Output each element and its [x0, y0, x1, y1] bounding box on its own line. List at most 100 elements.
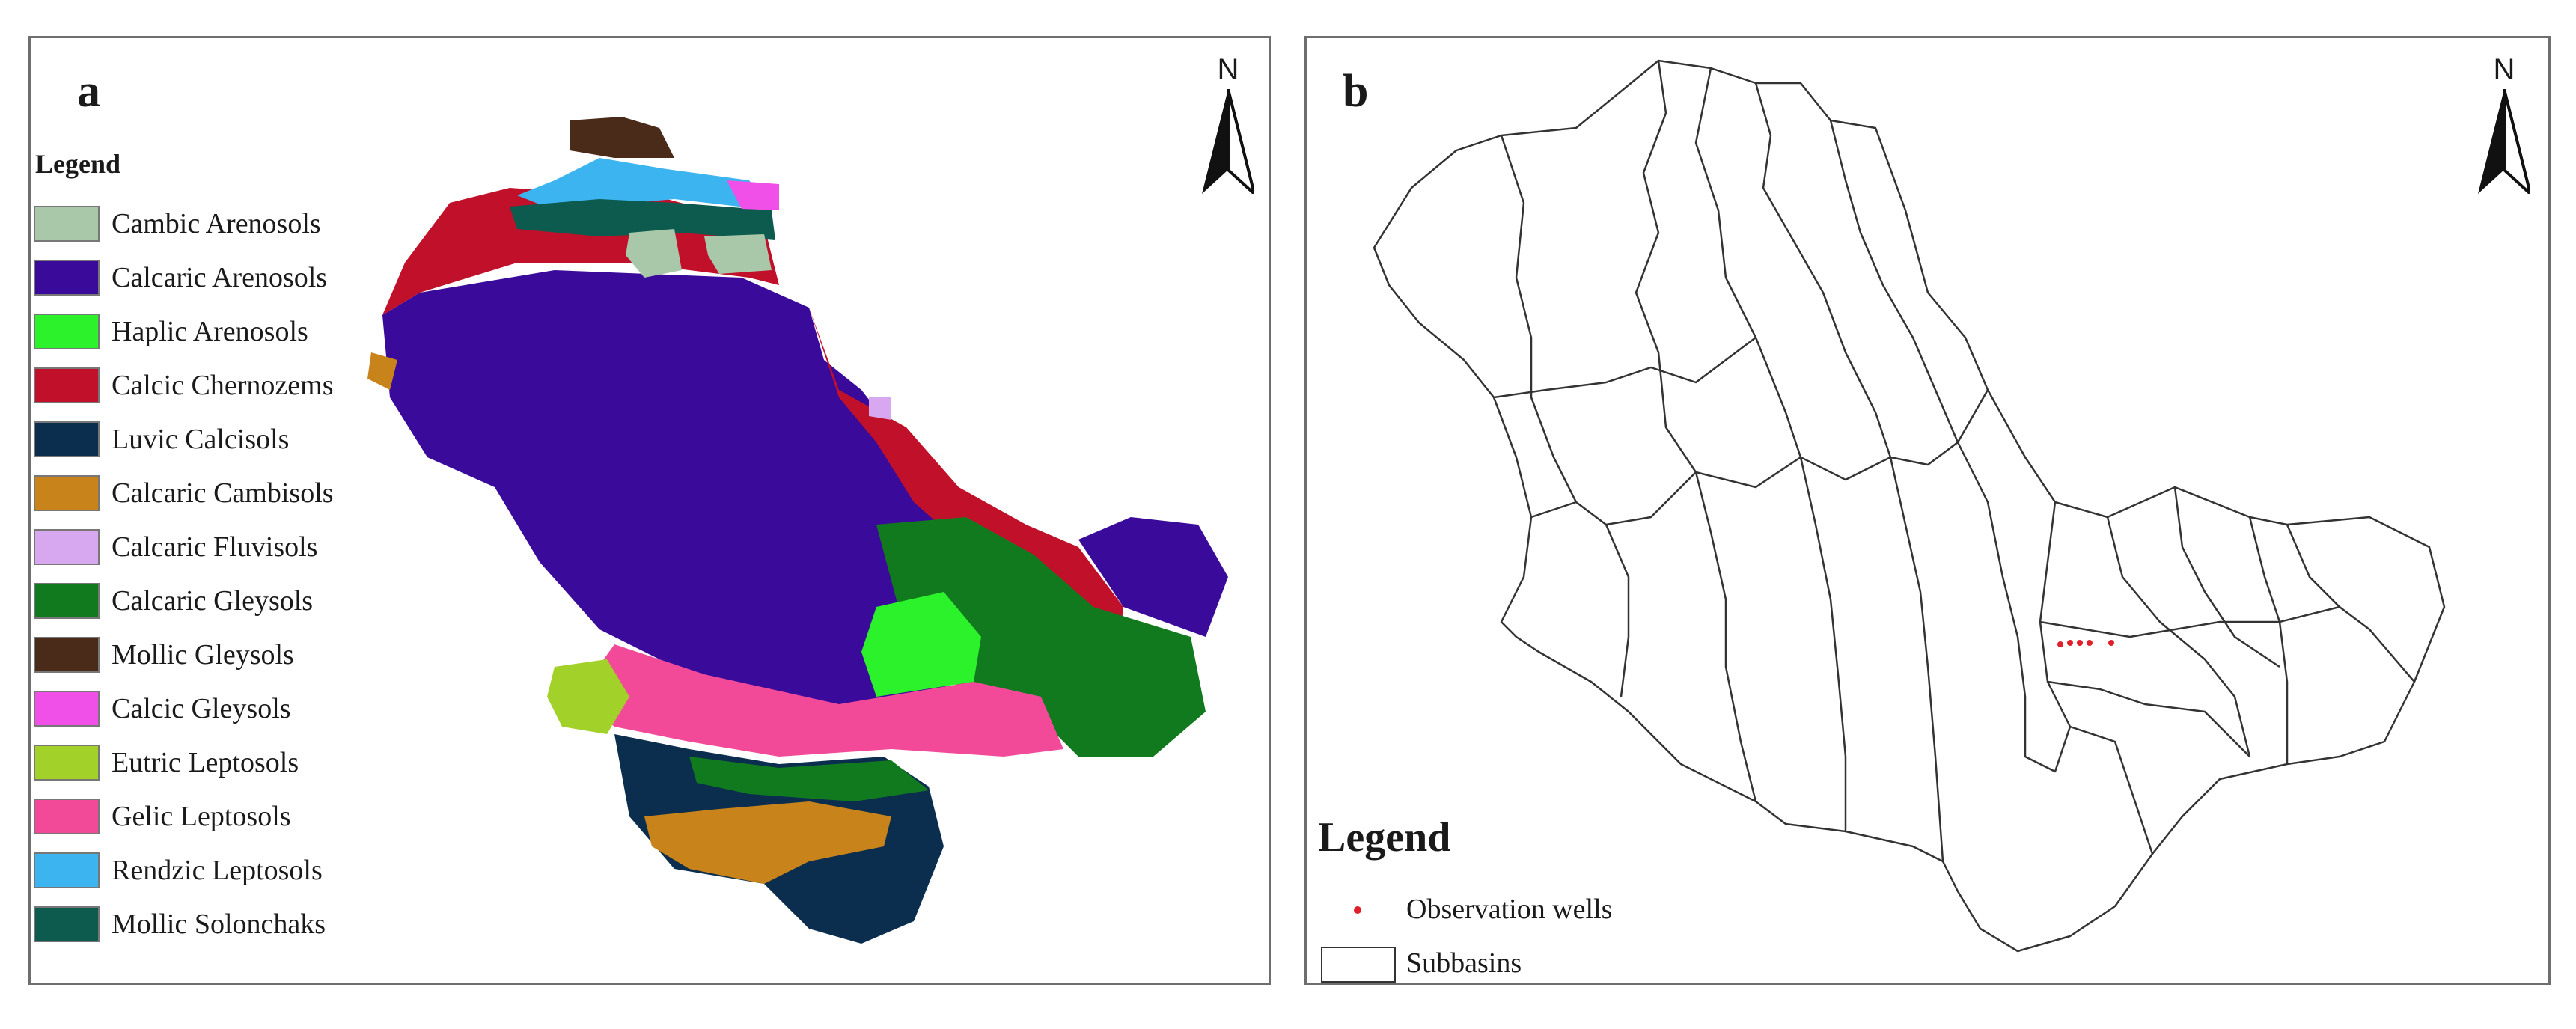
north-arrow: N	[2470, 55, 2538, 197]
observation-well-point	[2077, 640, 2083, 646]
legend-label: Calcaric Gleysols	[112, 585, 314, 617]
soil-map	[367, 117, 1228, 944]
legend-item: Luvic Calcisols	[34, 418, 289, 472]
legend-item: Calcic Chernozems	[34, 364, 334, 418]
observation-well-point	[2108, 640, 2114, 646]
soil-zone-calcaric-cambisols-west	[367, 352, 397, 390]
legend-item: Calcaric Fluvisols	[34, 526, 317, 580]
legend-label: Gelic Leptosols	[112, 801, 291, 832]
subbasin-line	[2173, 486, 2280, 668]
subbasin-line	[1956, 442, 2027, 757]
legend-item: Cambic Arenosols	[34, 203, 321, 257]
subbasin-line	[2024, 501, 2072, 773]
soil-zone-calcaric-arenosols-east	[1078, 517, 1228, 637]
legend-item: Haplic Arenosols	[34, 311, 308, 364]
legend-swatch	[34, 529, 100, 565]
observation-well-point	[2087, 640, 2093, 646]
panel-letter-a: a	[77, 66, 100, 117]
subbasin-line	[2039, 605, 2340, 638]
legend-label: Calcaric Arenosols	[112, 262, 328, 293]
basin-outline	[1373, 59, 2446, 953]
legend-swatch	[34, 906, 100, 942]
north-label: N	[1217, 53, 1239, 86]
legend-swatch	[34, 691, 100, 727]
legend-soil: Legend Cambic Arenosols Calcaric Arenosol…	[34, 150, 334, 957]
legend-swatch	[34, 206, 100, 242]
subbasin-line	[1635, 60, 1697, 473]
legend-item: Gelic Leptosols	[34, 796, 291, 849]
observation-well-point	[2057, 641, 2063, 647]
soil-zone-cambic-arenosols	[626, 229, 682, 278]
legend-label: Calcaric Fluvisols	[112, 531, 318, 563]
subbasin-line	[1493, 337, 1756, 399]
legend-label: Haplic Arenosols	[112, 316, 308, 347]
legend-label: Cambic Arenosols	[112, 208, 321, 239]
legend-label: Calcic Gleysols	[112, 693, 291, 724]
subbasin-line	[1889, 457, 1944, 862]
legend-swatch	[34, 637, 100, 673]
soil-zone-haplic-arenosols	[861, 592, 981, 697]
observation-well-icon	[1354, 906, 1361, 914]
subbasin-line	[1694, 471, 1757, 802]
legend-swatch	[34, 314, 100, 349]
subbasin-map	[1373, 59, 2446, 953]
legend-swatch	[34, 421, 100, 457]
soil-zone-calcaric-arenosols	[382, 270, 1004, 712]
soil-zone-calcic-gleysols	[727, 180, 779, 210]
legend-swatch	[34, 745, 100, 781]
soil-zone-mollic-gleysols	[570, 117, 674, 158]
soil-zone-calcaric-fluvisols	[869, 397, 891, 420]
legend-item: Calcaric Cambisols	[34, 472, 334, 526]
legend-swatch	[34, 852, 100, 888]
north-arrow-icon	[2478, 89, 2530, 194]
subbasin-line	[2106, 516, 2251, 757]
subbasin-line	[1694, 67, 1802, 458]
north-arrow-icon	[1202, 89, 1254, 194]
legend-swatch	[34, 583, 100, 619]
soil-zone-mollic-solonchaks	[510, 199, 775, 240]
soil-zone-calcaric-gleysols	[876, 517, 1206, 757]
north-label: N	[2493, 53, 2515, 86]
panel-letter-b: b	[1343, 66, 1369, 117]
soil-zone-gelic-leptosols	[577, 644, 1063, 757]
subbasin-map-panel: b N	[1304, 36, 2551, 985]
legend-item: Mollic Solonchaks	[34, 903, 326, 957]
legend-label: Calcic Chernozems	[112, 370, 334, 401]
observation-wells	[2057, 640, 2114, 647]
legend-swatch	[34, 799, 100, 834]
soil-zone-eutric-leptosols	[547, 659, 629, 734]
subbasin-line	[2047, 680, 2250, 757]
legend-label: Calcaric Cambisols	[112, 477, 334, 509]
legend-item: Eutric Leptosols	[34, 742, 299, 796]
legend-label: Mollic Solonchaks	[112, 909, 326, 940]
north-arrow: N	[1194, 55, 1262, 197]
subbasin-line	[1829, 120, 1959, 443]
legend-label: Subbasins	[1406, 947, 1522, 979]
legend-subbasins: Legend Observation wells Subbasins	[1318, 814, 1612, 983]
legend-item: Mollic Gleysols	[34, 634, 294, 688]
legend-item: Rendzic Leptosols	[34, 849, 323, 903]
subbasin-line	[2248, 516, 2289, 764]
subbasin-line	[1605, 389, 1989, 526]
legend-label: Mollic Gleysols	[112, 639, 294, 671]
legend-item-subbasins: Subbasins	[1318, 942, 1522, 983]
subbasin-line	[2286, 524, 2415, 683]
legend-title: Legend	[1318, 814, 1451, 861]
soil-map-panel: a N	[28, 36, 1271, 985]
soil-zone-calcaric-cambisols	[644, 801, 891, 884]
subbasin-line	[1754, 82, 1892, 458]
legend-swatch	[34, 475, 100, 511]
soil-zone-calcaric-gleysols-south	[689, 757, 929, 801]
subbasin-line	[1500, 135, 1607, 525]
subbasin-polygon-icon	[1321, 947, 1396, 983]
subbasin-line	[1605, 524, 1630, 697]
legend-item: Calcaric Gleysols	[34, 580, 313, 634]
soil-zone-cambic-arenosols-2	[704, 234, 772, 274]
subbasin-line	[1799, 457, 1847, 831]
legend-label: Observation wells	[1406, 894, 1613, 925]
subbasin-line	[2069, 725, 2154, 855]
observation-well-point	[2067, 640, 2073, 646]
legend-swatch	[34, 260, 100, 296]
legend-label: Eutric Leptosols	[112, 747, 299, 778]
legend-label: Rendzic Leptosols	[112, 855, 323, 886]
